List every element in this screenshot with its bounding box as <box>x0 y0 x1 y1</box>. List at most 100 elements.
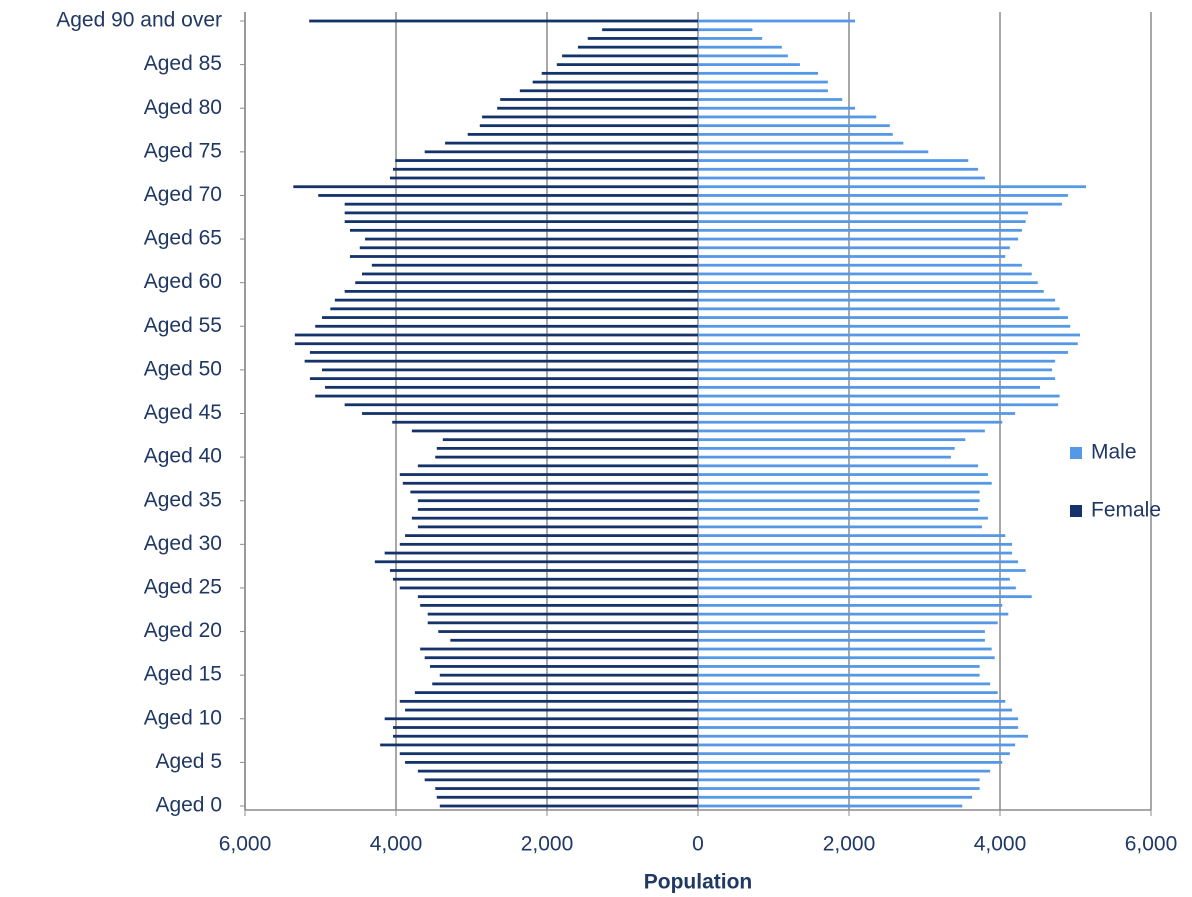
bar <box>414 691 698 695</box>
bar <box>334 298 698 302</box>
bar <box>698 19 856 23</box>
bar <box>436 795 698 799</box>
bar <box>479 124 698 128</box>
bar <box>500 98 698 101</box>
bar <box>395 159 698 162</box>
bar <box>698 263 1022 267</box>
y-tick-label: Aged 5 <box>155 750 222 773</box>
legend-label: Male <box>1091 441 1137 464</box>
bar <box>698 89 828 93</box>
legend-swatch <box>1070 447 1082 459</box>
bar <box>698 638 985 642</box>
bar <box>698 621 998 625</box>
bar <box>371 263 698 267</box>
bar <box>362 412 698 415</box>
bar <box>417 464 698 468</box>
bar <box>467 132 698 136</box>
bar <box>330 307 698 311</box>
bar <box>698 385 1041 389</box>
bar <box>315 324 698 328</box>
bar <box>411 516 698 520</box>
bar <box>392 734 698 738</box>
y-tick-label: Aged 80 <box>144 96 222 119</box>
bar <box>410 490 698 494</box>
bar <box>698 316 1068 319</box>
bar <box>698 28 753 32</box>
bar <box>698 54 788 58</box>
bar <box>405 708 698 712</box>
bar <box>399 473 698 476</box>
y-tick-label: Aged 25 <box>144 575 222 598</box>
bar <box>417 525 698 529</box>
bar <box>344 220 698 224</box>
bar <box>384 717 698 721</box>
bar <box>424 656 698 660</box>
bar <box>424 150 698 154</box>
y-tick-label: Aged 30 <box>144 532 222 555</box>
x-tick-label: 2,000 <box>521 833 574 856</box>
bar <box>698 202 1062 206</box>
y-tick-label: Aged 10 <box>144 706 222 729</box>
y-tick-label: Aged 90 and over <box>56 9 222 32</box>
bar <box>309 19 698 23</box>
y-tick-label: Aged 40 <box>144 445 222 468</box>
bar <box>698 481 992 485</box>
x-tick-label: 0 <box>692 833 704 856</box>
bar <box>698 795 973 799</box>
bar <box>344 289 698 293</box>
y-tick-label: Aged 20 <box>144 619 222 642</box>
bar <box>698 115 877 119</box>
y-tick-label: Aged 60 <box>144 270 222 293</box>
bar <box>322 368 698 372</box>
bar <box>417 769 698 773</box>
bar <box>698 342 1078 346</box>
y-tick-label: Aged 0 <box>155 794 222 817</box>
bar <box>587 37 698 40</box>
bar <box>497 106 698 110</box>
y-tick-label: Aged 70 <box>144 183 222 206</box>
y-tick-label: Aged 35 <box>144 488 222 511</box>
bar <box>698 525 982 529</box>
bar <box>420 647 698 651</box>
bar <box>698 63 800 67</box>
bar <box>380 743 698 747</box>
bar <box>293 185 698 189</box>
bar <box>392 167 698 171</box>
x-axis-title: Population <box>644 871 753 894</box>
bar <box>344 403 698 407</box>
bar <box>429 665 698 668</box>
bar <box>698 743 1016 747</box>
bar <box>698 394 1060 398</box>
bar <box>417 508 698 511</box>
bar <box>698 37 763 40</box>
bar <box>698 769 991 773</box>
bar <box>698 185 1087 189</box>
bar <box>417 499 698 503</box>
bar <box>698 298 1056 302</box>
bar <box>698 473 988 476</box>
bar <box>698 211 1028 215</box>
bar <box>698 98 843 101</box>
bar <box>322 316 698 319</box>
bar <box>532 80 698 84</box>
bar <box>556 63 698 67</box>
bar <box>309 351 698 354</box>
bar <box>698 351 1068 354</box>
bar <box>399 699 698 703</box>
bar <box>698 159 969 162</box>
bar <box>405 534 698 538</box>
bar <box>698 403 1059 407</box>
bar <box>698 464 979 468</box>
bar <box>294 333 698 337</box>
bar <box>420 603 698 607</box>
bar <box>374 560 698 564</box>
bar <box>325 385 698 389</box>
bar <box>698 246 1010 250</box>
bar <box>399 586 698 590</box>
bar <box>442 438 698 442</box>
legend-label: Female <box>1091 499 1161 522</box>
bar <box>432 682 698 686</box>
bar <box>698 281 1038 285</box>
bar <box>698 656 995 660</box>
bar <box>698 804 963 808</box>
